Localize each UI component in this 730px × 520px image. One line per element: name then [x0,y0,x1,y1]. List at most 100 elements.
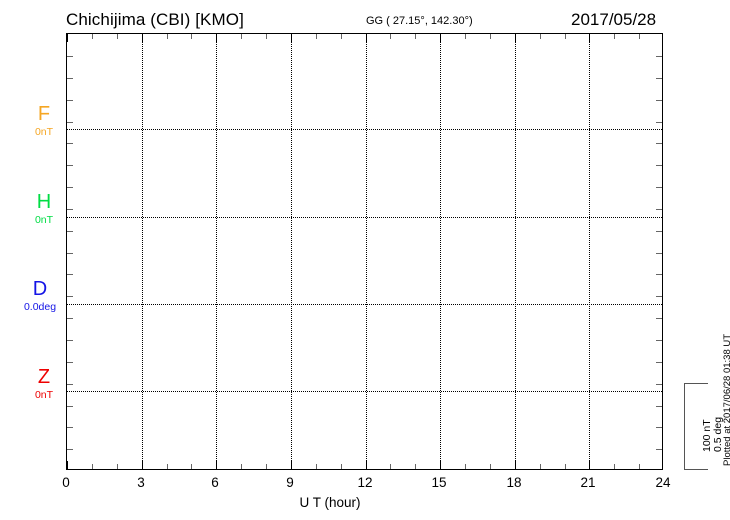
ytick-right [656,318,662,319]
xtick-bottom-8 [266,464,267,469]
baseline-gridline-d [67,304,662,305]
ytick-left [67,296,73,297]
ytick-left [67,165,73,166]
component-unit-h: 0nT [34,214,54,226]
ytick-left [67,340,73,341]
xaxis-title: U T (hour) [0,495,730,510]
baseline-gridline-f [67,129,662,130]
xtick-top-7 [241,34,242,39]
ytick-right [656,340,662,341]
station-title: Chichijima (CBI) [KMO] [66,10,244,29]
ytick-left [67,362,73,363]
ytick-right [656,253,662,254]
ytick-left [67,143,73,144]
xtick-top-20 [565,34,566,39]
xtick-label-24: 24 [655,475,671,490]
component-unit-z: 0nT [34,389,54,401]
xtick-bottom-15 [440,461,441,469]
component-label-z: Z 0nT [22,367,66,401]
ytick-right [656,143,662,144]
ytick-right [656,427,662,428]
xtick-top-1 [92,34,93,39]
ytick-left [67,253,73,254]
plot-date: 2017/05/28 [571,10,657,29]
xtick-bottom-20 [565,464,566,469]
xtick-bottom-19 [540,464,541,469]
scale-bar-bottom-cap [684,469,708,471]
xtick-top-3 [142,34,143,42]
gridline-hour-18 [515,34,516,469]
component-label-h: H 0nT [22,192,66,226]
gridline-hour-6 [216,34,217,469]
ytick-right [656,362,662,363]
xtick-bottom-7 [241,464,242,469]
xtick-top-5 [191,34,192,39]
xtick-label-0: 0 [62,475,70,490]
gridline-hour-15 [440,34,441,469]
xtick-top-19 [540,34,541,39]
ytick-right [656,78,662,79]
xtick-bottom-14 [415,464,416,469]
ytick-left [67,187,73,188]
plot-frame [66,33,663,470]
ytick-left [67,100,73,101]
ytick-right [656,56,662,57]
gridline-hour-3 [142,34,143,469]
xtick-label-3: 3 [137,475,145,490]
ytick-left [67,274,73,275]
ytick-left [67,231,73,232]
xtick-bottom-10 [316,464,317,469]
component-unit-d: 0.0deg [23,301,57,313]
ytick-left [67,78,73,79]
ytick-right [656,296,662,297]
xtick-bottom-12 [366,461,367,469]
ytick-left [67,449,73,450]
geographic-coordinates: GG ( 27.15°, 142.30°) [366,15,473,27]
ytick-left [67,122,73,123]
component-unit-f: 0nT [34,126,54,138]
gridline-hour-21 [589,34,590,469]
ytick-left [67,318,73,319]
gridline-hour-12 [366,34,367,469]
xtick-top-17 [490,34,491,39]
ytick-left [67,56,73,57]
xtick-bottom-6 [216,461,217,469]
xtick-bottom-16 [465,464,466,469]
ytick-right [656,406,662,407]
xtick-top-18 [515,34,516,42]
ytick-right [656,231,662,232]
xaxis-title-text: U T (hour) [299,495,361,510]
scale-bar-top-cap [684,383,708,385]
xtick-bottom-22 [614,464,615,469]
xtick-bottom-23 [639,464,640,469]
ytick-right [656,100,662,101]
xtick-top-0 [67,34,68,42]
component-letter-z: Z [37,366,51,388]
ytick-right [656,209,662,210]
xtick-label-6: 6 [211,475,219,490]
ytick-right [656,274,662,275]
xtick-bottom-17 [490,464,491,469]
component-label-d: D 0.0deg [14,279,66,313]
xtick-top-2 [117,34,118,39]
component-letter-h: H [36,191,52,213]
ytick-right [656,449,662,450]
component-label-f: F 0nT [22,104,66,138]
xtick-label-18: 18 [506,475,522,490]
ytick-left [67,427,73,428]
xtick-bottom-11 [341,464,342,469]
ytick-right [656,165,662,166]
plotted-timestamp: Plotted at 2017/06/28 01:38 UT [722,333,730,466]
xtick-top-11 [341,34,342,39]
xtick-bottom-2 [117,464,118,469]
xtick-bottom-1 [92,464,93,469]
xtick-top-23 [639,34,640,39]
xtick-label-9: 9 [286,475,294,490]
xtick-top-13 [390,34,391,39]
xtick-top-14 [415,34,416,39]
baseline-gridline-z [67,391,662,392]
ytick-left [67,209,73,210]
xtick-bottom-0 [67,461,68,469]
plot-area [67,34,662,469]
xtick-top-6 [216,34,217,42]
